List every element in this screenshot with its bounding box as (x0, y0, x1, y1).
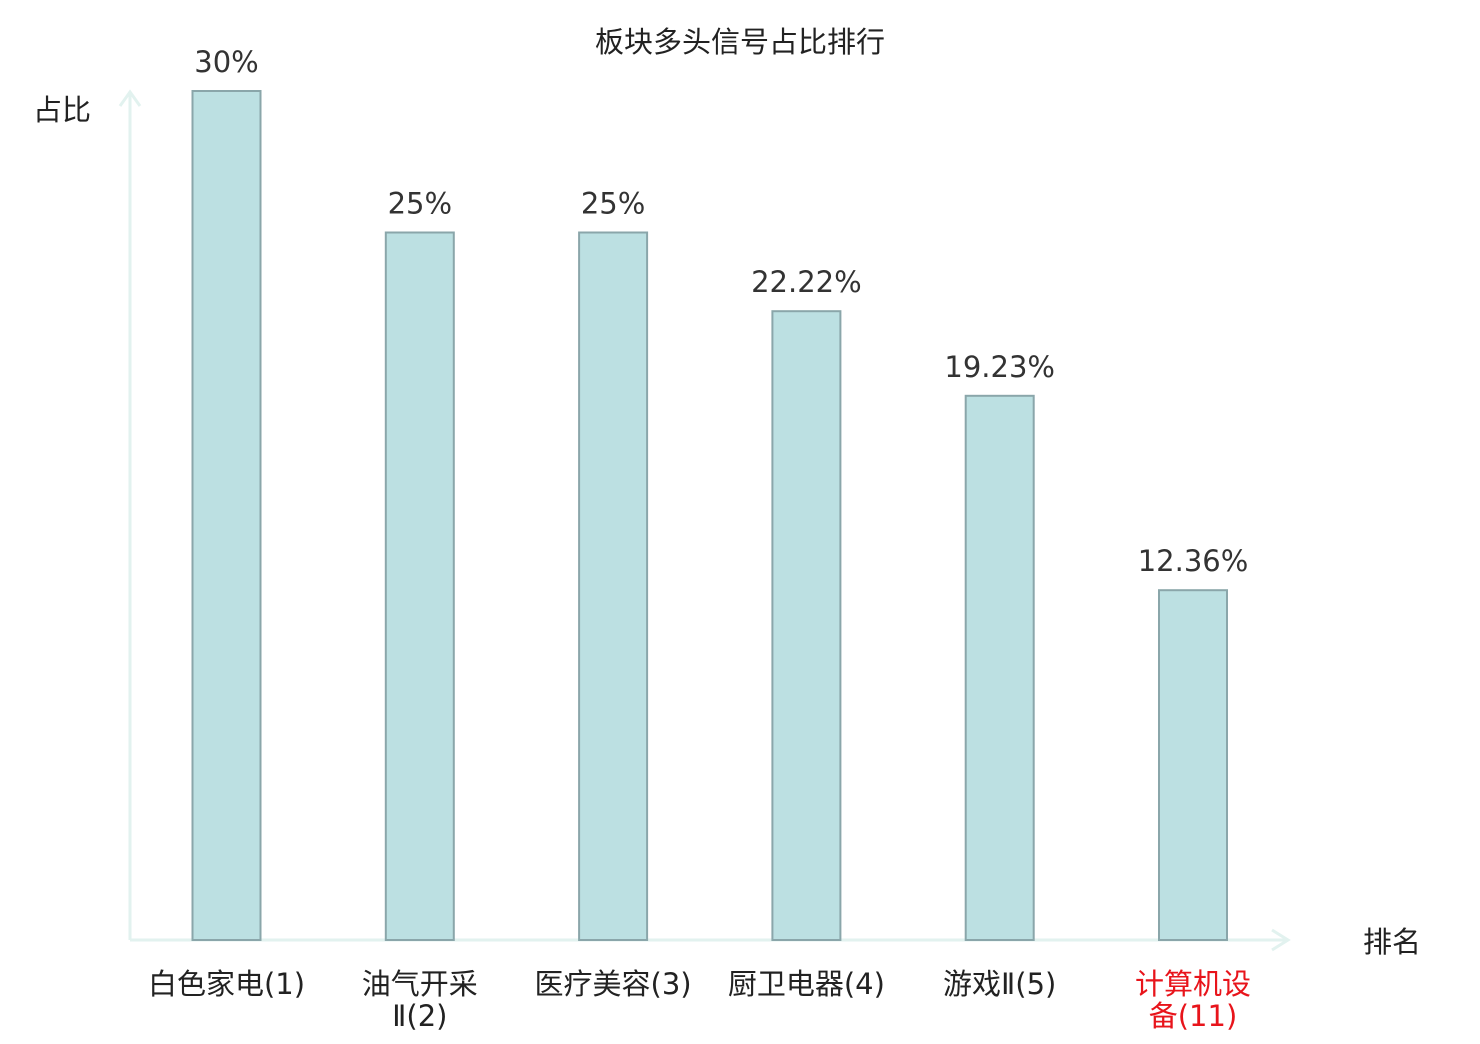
category-label-2-line-1: 油气开采 (362, 967, 478, 1001)
bar-3 (578, 231, 649, 941)
bar-4 (771, 310, 842, 941)
category-label-3: 医疗美容(3) (535, 967, 692, 1001)
value-label-6: 12.36% (1138, 544, 1249, 578)
y-axis-label: 占比 (33, 93, 91, 127)
category-label-4: 厨卫电器(4) (728, 967, 885, 1001)
value-label-3: 25% (581, 187, 645, 221)
category-label-1: 白色家电(1) (148, 967, 305, 1001)
value-label-4: 22.22% (751, 265, 862, 299)
bar-2 (384, 231, 455, 941)
value-label-2: 25% (388, 187, 452, 221)
x-axis-arrow-icon (1271, 928, 1291, 952)
axes (118, 89, 1291, 952)
y-axis-arrow-icon (118, 89, 142, 107)
bar-1 (191, 90, 262, 941)
bars (191, 90, 1228, 941)
category-label-2-line-2: Ⅱ(2) (392, 999, 447, 1033)
category-label-5: 游戏Ⅱ(5) (943, 967, 1056, 1001)
x-axis-label: 排名 (1363, 925, 1421, 959)
value-label-1: 30% (194, 45, 258, 79)
category-label-6-line-2: 备(11) (1149, 999, 1238, 1033)
category-label-6-line-1: 计算机设 (1135, 967, 1251, 1001)
value-label-5: 19.23% (944, 350, 1055, 384)
bar-6 (1158, 589, 1228, 941)
chart-title: 板块多头信号占比排行 (595, 25, 885, 59)
bar-5 (964, 394, 1035, 941)
value-labels: 30% 25% 25% 22.22% 19.23% 12.36% (194, 45, 1248, 578)
